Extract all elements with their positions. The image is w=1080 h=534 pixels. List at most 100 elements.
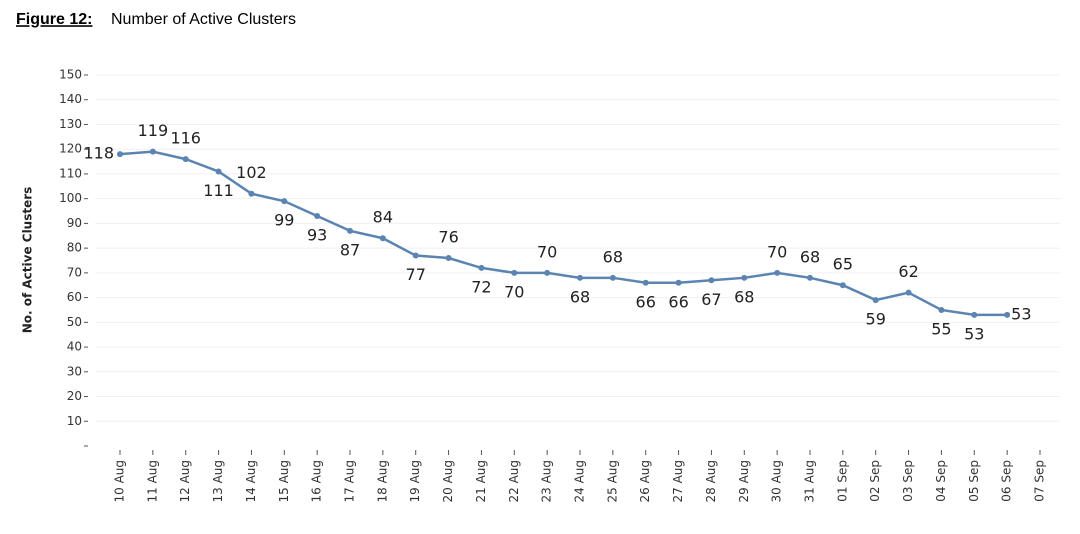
x-tick-label: 06 Sep (1000, 460, 1014, 502)
data-label: 77 (406, 265, 426, 284)
data-label: 87 (340, 240, 360, 259)
point (577, 274, 583, 281)
point (379, 235, 386, 242)
data-label: 68 (734, 287, 754, 306)
x-tick-label: 26 Aug (638, 460, 652, 503)
y-tick-label: 60 (67, 290, 82, 304)
x-tick-label: 03 Sep (901, 460, 915, 502)
data-label: 99 (274, 211, 294, 230)
point (905, 289, 912, 296)
y-tick-label: 110 (59, 166, 82, 180)
y-tick-label: 90 (67, 216, 82, 230)
y-tick-label: 10 (67, 414, 82, 428)
point (347, 227, 353, 234)
x-tick-label: 24 Aug (573, 460, 587, 503)
y-tick-label: 120 (59, 142, 82, 156)
y-tick-label: 40 (67, 340, 82, 354)
y-tick-label: 140 (59, 92, 82, 106)
data-label: 66 (668, 292, 688, 311)
y-tick-label: 50 (67, 315, 82, 329)
x-tick-label: 23 Aug (540, 460, 554, 503)
point (149, 148, 156, 155)
data-label: 70 (767, 242, 787, 261)
data-label: 76 (438, 228, 458, 247)
point (182, 156, 189, 163)
x-tick-label: 07 Sep (1033, 460, 1047, 502)
y-tick-label: 100 (59, 191, 82, 205)
point (314, 212, 321, 219)
data-label: 116 (170, 129, 201, 148)
x-tick-label: 29 Aug (737, 460, 751, 503)
point (971, 311, 978, 318)
y-tick-label: 20 (67, 389, 82, 403)
series-line (119, 150, 1008, 317)
data-label: 53 (964, 324, 984, 343)
point (708, 277, 715, 284)
point (675, 279, 682, 286)
point (412, 252, 419, 259)
data-label: 68 (603, 247, 623, 266)
chart-title: Number of Active Clusters (111, 11, 296, 28)
data-label: 65 (833, 255, 853, 274)
data-label: 62 (898, 262, 918, 281)
data-label: 55 (931, 319, 951, 338)
y-tick-label: 130 (59, 117, 82, 131)
data-label: 67 (701, 290, 721, 309)
data-label: 93 (307, 225, 327, 244)
data-label: 70 (537, 242, 557, 261)
data-label: 53 (1011, 304, 1031, 323)
x-tick-label: 02 Sep (868, 460, 882, 502)
x-tick-label: 25 Aug (605, 460, 619, 503)
data-label: 68 (570, 287, 590, 306)
x-tick-label: 19 Aug (408, 460, 422, 503)
point (511, 269, 518, 276)
y-axis-label: No. of Active Clusters (21, 187, 35, 334)
data-label: 102 (236, 163, 267, 182)
point (741, 274, 748, 281)
data-label: 70 (504, 282, 524, 301)
point (609, 274, 616, 281)
point (215, 168, 222, 175)
point (281, 198, 288, 205)
y-tick-label: 70 (67, 265, 82, 279)
x-tick-label: 11 Aug (145, 460, 159, 503)
x-tick-label: 13 Aug (211, 460, 225, 503)
point (445, 255, 452, 262)
x-tick-label: 22 Aug (507, 460, 521, 503)
y-tick-label: 30 (67, 364, 82, 378)
point (774, 269, 781, 276)
x-tick-label: 18 Aug (375, 460, 389, 503)
data-label: 66 (636, 292, 656, 311)
data-label: 72 (471, 277, 491, 296)
data-label: 68 (800, 247, 820, 266)
figure-label: Figure 12: (16, 11, 92, 28)
point (839, 282, 846, 289)
x-tick-label: 14 Aug (244, 460, 258, 503)
data-label: 111 (203, 181, 234, 200)
x-tick-label: 17 Aug (343, 460, 357, 503)
point (544, 269, 551, 276)
x-tick-label: 21 Aug (474, 460, 488, 503)
point (1004, 311, 1011, 318)
x-tick-label: 31 Aug (803, 460, 817, 503)
x-tick-label: 12 Aug (178, 460, 192, 503)
x-tick-label: 10 Aug (113, 460, 127, 503)
point (478, 264, 485, 271)
point (248, 190, 255, 197)
x-tick-label: 01 Sep (835, 460, 849, 502)
point (938, 306, 945, 313)
data-label: 59 (866, 310, 886, 329)
x-tick-label: 27 Aug (671, 460, 685, 503)
point (642, 279, 649, 286)
x-tick-label: 04 Sep (934, 460, 948, 502)
x-tick-label: 28 Aug (704, 460, 718, 503)
y-tick-label: 80 (67, 241, 82, 255)
x-tick-label: 05 Sep (967, 460, 981, 502)
data-label: 84 (373, 208, 393, 227)
x-tick-label: 15 Aug (277, 460, 291, 503)
x-tick-label: 20 Aug (441, 460, 455, 503)
point (807, 274, 813, 281)
data-label: 118 (83, 144, 114, 163)
y-tick-label: 150 (59, 68, 82, 82)
